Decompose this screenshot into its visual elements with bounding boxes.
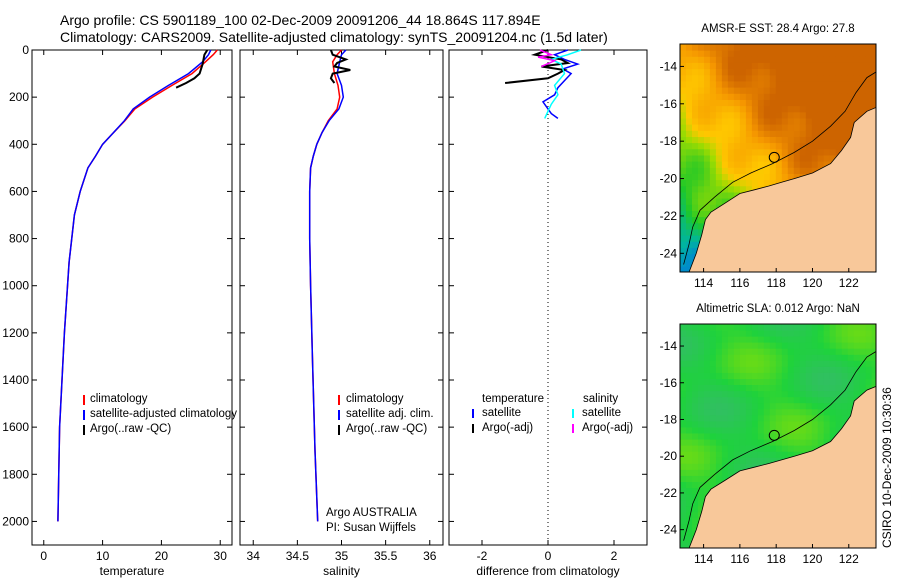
x-axis-label: difference from climatology xyxy=(476,564,619,578)
y-tick-label: -14 xyxy=(660,339,678,353)
series-line xyxy=(329,49,351,84)
legend-label: satellite adj. clim. xyxy=(346,408,434,420)
map-field xyxy=(680,44,876,272)
legend-label: Argo(..raw -QC) xyxy=(90,423,171,435)
series-line xyxy=(544,49,582,119)
x-tick-label: 2 xyxy=(611,549,618,563)
legend-heading: temperature xyxy=(482,393,544,405)
x-tick-label: 120 xyxy=(802,276,822,290)
x-tick-label: 34.5 xyxy=(286,549,310,563)
y-tick-label: 1200 xyxy=(2,326,29,340)
legend-label: Argo(-adj) xyxy=(582,422,633,434)
sst-map: 114 116 118 120 122 -14 -16 -18 -20 -22 -24 AMSR-E … xyxy=(660,23,877,290)
y-tick-label: -22 xyxy=(660,209,678,223)
series-line xyxy=(537,49,557,68)
legend-label: climatology xyxy=(346,393,404,405)
y-tick-label: -16 xyxy=(660,376,678,390)
series-line xyxy=(57,49,212,522)
x-tick-label: 35 xyxy=(335,549,349,563)
argo-float-marker xyxy=(768,151,780,163)
y-tick-label: -20 xyxy=(660,172,678,186)
x-tick-label: 114 xyxy=(694,276,713,290)
x-tick-label: 116 xyxy=(730,276,749,290)
x-tick-label: 30 xyxy=(214,549,228,563)
x-axis-label: salinity xyxy=(323,564,360,578)
x-tick-label: 116 xyxy=(730,552,749,566)
y-tick-label: 1000 xyxy=(2,279,29,293)
y-tick-label: -14 xyxy=(660,59,678,73)
y-tick-label: 200 xyxy=(9,90,29,104)
annotation-text: Argo AUSTRALIA xyxy=(326,507,417,519)
map-title: Altimetric SLA: 0.012 Argo: NaN xyxy=(696,303,860,315)
y-tick-label: 400 xyxy=(9,137,29,151)
salinity-profile-panel: 34 34.5 35 35.5 36 salinity xyxy=(239,49,444,578)
axes-frame xyxy=(239,49,444,546)
x-tick-label: 10 xyxy=(96,549,110,563)
y-tick-label: 2000 xyxy=(2,514,29,528)
y-tick-label: 600 xyxy=(9,184,29,198)
annotation-text: PI: Susan Wijffels xyxy=(326,522,416,534)
legend-label: satellite xyxy=(582,407,621,419)
legend-label: Argo(-adj) xyxy=(482,422,533,434)
map-frame xyxy=(679,43,877,273)
y-tick-label: 1400 xyxy=(2,373,29,387)
legend-label: satellite-adjusted climatology xyxy=(90,408,237,420)
y-tick-label: -22 xyxy=(660,486,678,500)
x-tick-label: 36 xyxy=(423,549,437,563)
x-axis-label: temperature xyxy=(100,564,165,578)
temperature-profile-panel: 0 10 20 30 0 200 400 600 800 1000 1200 1400 1600 1800… xyxy=(2,43,233,578)
legend-label: Argo(..raw -QC) xyxy=(346,423,427,435)
x-tick-label: -2 xyxy=(477,549,488,563)
y-tick-label: -16 xyxy=(660,97,678,111)
map-title: AMSR-E SST: 28.4 Argo: 27.8 xyxy=(701,23,854,35)
series-line xyxy=(541,49,581,120)
y-tick-label: 800 xyxy=(9,232,29,246)
y-tick-label: 0 xyxy=(22,43,29,57)
x-tick-label: 0 xyxy=(40,549,47,563)
legend-label: satellite xyxy=(482,407,521,419)
y-tick-label: -24 xyxy=(660,246,678,260)
land-mass xyxy=(688,107,876,272)
y-tick-label: 1600 xyxy=(2,420,29,434)
x-tick-label: 0 xyxy=(545,549,552,563)
y-tick-label: -18 xyxy=(660,412,678,426)
x-tick-label: 118 xyxy=(767,276,786,290)
y-tick-label: -24 xyxy=(660,523,678,537)
map-field xyxy=(680,324,876,548)
y-tick-label: 1800 xyxy=(2,467,29,481)
plot-subtitle: Climatology: CARS2009. Satellite-adjuste… xyxy=(60,29,608,45)
sla-map: 114 116 118 120 122 -14 -16 -18 -20 -22 -24 Altimet… xyxy=(660,303,877,566)
bathymetry-contour xyxy=(683,71,876,265)
land-mass xyxy=(688,385,876,548)
x-tick-label: 118 xyxy=(767,552,786,566)
map-frame xyxy=(679,323,877,549)
x-tick-label: 122 xyxy=(839,276,859,290)
axes-frame xyxy=(31,49,233,546)
x-tick-label: 34 xyxy=(247,549,261,563)
x-tick-label: 20 xyxy=(155,549,169,563)
legend-heading: salinity xyxy=(583,393,618,405)
plot-title: Argo profile: CS 5901189_100 02-Dec-2009… xyxy=(60,12,541,28)
y-tick-label: -18 xyxy=(660,134,678,148)
x-tick-label: 120 xyxy=(802,552,822,566)
y-tick-label: -20 xyxy=(660,449,678,463)
legend-label: climatology xyxy=(90,393,148,405)
x-tick-label: 114 xyxy=(694,552,713,566)
x-tick-label: 35.5 xyxy=(374,549,398,563)
series-line xyxy=(175,49,209,89)
argo-float-marker xyxy=(768,429,780,441)
bathymetry-contour xyxy=(683,351,876,541)
x-tick-label: 122 xyxy=(839,552,859,566)
